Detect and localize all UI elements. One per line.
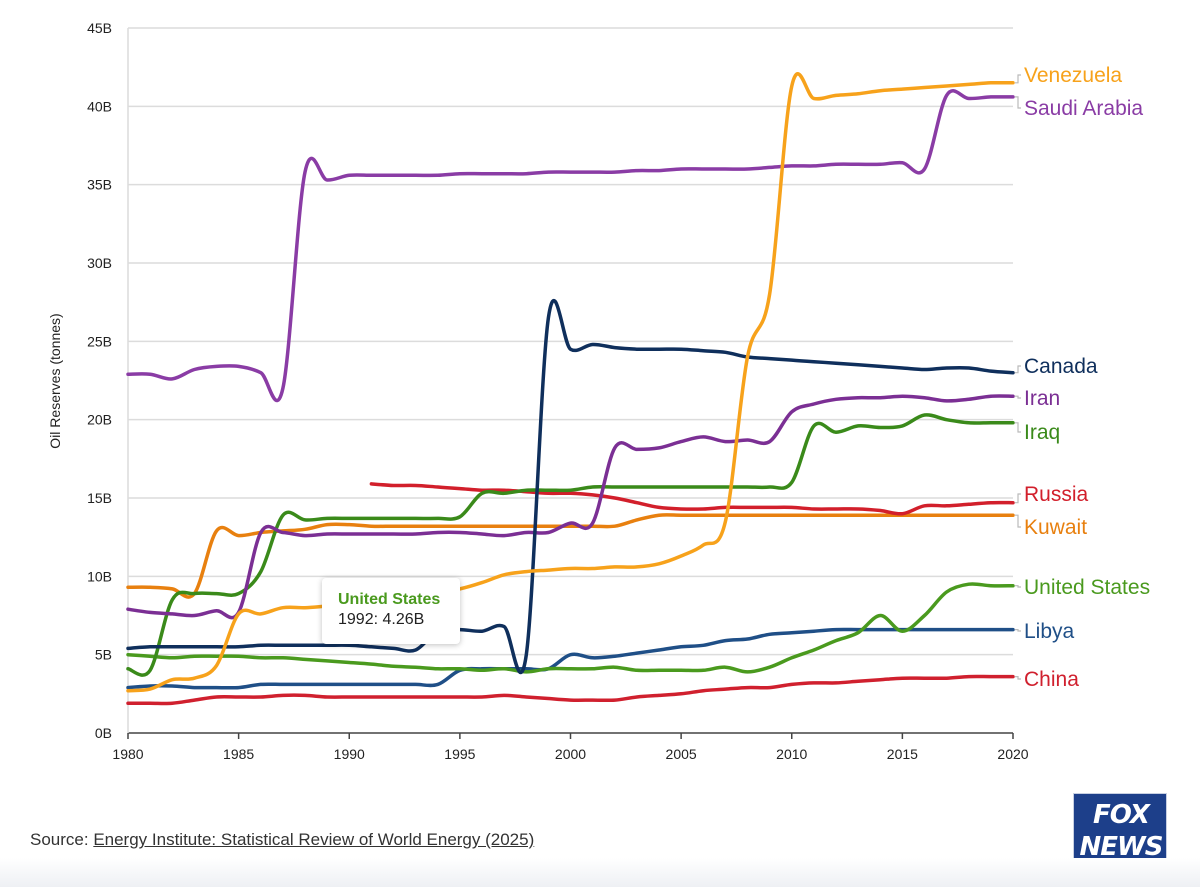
series-lines — [126, 72, 1015, 706]
legend-connector — [1015, 365, 1021, 374]
y-tick-label: 20B — [87, 412, 112, 428]
hover-tooltip: United States 1992: 4.26B — [322, 578, 460, 644]
tooltip-value: 1992: 4.26B — [338, 611, 425, 628]
legend-connector — [1015, 514, 1021, 528]
legend-label-libya: Libya — [1024, 620, 1075, 643]
legend-label-saudi-arabia: Saudi Arabia — [1024, 97, 1143, 120]
x-tick-label: 2005 — [666, 746, 697, 762]
y-tick-label: 10B — [87, 568, 112, 584]
x-tick-label: 2000 — [555, 746, 586, 762]
x-tick-label: 1985 — [223, 746, 254, 762]
legend-label-china: China — [1024, 668, 1079, 691]
series-line-united-states[interactable] — [126, 582, 1015, 674]
gridlines — [127, 27, 1013, 734]
legend-connector — [1015, 585, 1021, 588]
series-line-kuwait[interactable] — [126, 513, 1015, 599]
y-tick-label: 0B — [95, 725, 112, 741]
series-line-venezuela[interactable] — [126, 72, 1015, 693]
footer-shade — [0, 858, 1200, 887]
legend-label-iran: Iran — [1024, 387, 1060, 410]
legend-connector — [1015, 74, 1021, 84]
legend-connector — [1015, 395, 1021, 399]
y-tick-label: 45B — [87, 20, 112, 36]
series-line-china[interactable] — [126, 674, 1015, 706]
x-tick-label: 2020 — [997, 746, 1028, 762]
legend-label-united-states: United States — [1024, 576, 1150, 599]
x-tick-label: 1990 — [334, 746, 365, 762]
legend-label-venezuela: Venezuela — [1024, 64, 1122, 87]
y-axis-ticks: 0B 5B 10B 15B 20B 25B 30B 35B 40B 45B — [87, 20, 112, 741]
legend-connector — [1015, 676, 1021, 680]
legend-connector — [1015, 96, 1021, 109]
x-tick-label: 2010 — [776, 746, 807, 762]
x-tick-label: 1995 — [444, 746, 475, 762]
legend-label-canada: Canada — [1024, 355, 1098, 378]
legend-label-russia: Russia — [1024, 483, 1089, 506]
series-line-saudi-arabia[interactable] — [126, 89, 1015, 403]
source-prefix: Source: — [30, 830, 94, 849]
legend-label-iraq: Iraq — [1024, 421, 1060, 444]
series-line-iran[interactable] — [126, 394, 1015, 620]
legend-connector — [1015, 422, 1021, 433]
logo-word-news: NEWS — [1079, 832, 1164, 862]
legend-connector — [1015, 629, 1021, 632]
source-link[interactable]: Energy Institute: Statistical Review of … — [93, 830, 535, 849]
series-line-iraq[interactable] — [126, 413, 1015, 677]
y-tick-label: 35B — [87, 177, 112, 193]
x-tick-label: 2015 — [887, 746, 918, 762]
x-axis-ticks: 1980 1985 1990 1995 2000 2005 2010 2015 2020 — [112, 733, 1029, 762]
y-tick-label: 25B — [87, 333, 112, 349]
series-line-russia[interactable] — [369, 482, 1015, 516]
source-note: Source: Energy Institute: Statistical Re… — [30, 830, 534, 850]
series-line-canada[interactable] — [126, 298, 1015, 675]
logo-word-fox: FOX — [1093, 800, 1150, 830]
y-tick-label: 15B — [87, 490, 112, 506]
legend-connector — [1015, 493, 1021, 504]
legend: Venezuela Saudi Arabia Canada Iran Iraq Russi… — [1015, 64, 1150, 691]
y-tick-label: 5B — [95, 647, 112, 663]
legend-label-kuwait: Kuwait — [1024, 516, 1087, 539]
x-tick-label: 1980 — [112, 746, 143, 762]
y-tick-label: 30B — [87, 255, 112, 271]
y-tick-label: 40B — [87, 98, 112, 114]
tooltip-series-name: United States — [338, 591, 441, 608]
y-axis-title: Oil Reserves (tonnes) — [47, 313, 63, 448]
